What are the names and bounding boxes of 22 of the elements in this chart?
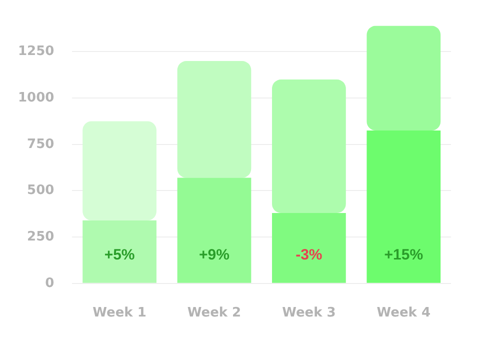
annotation: +5%: [104, 246, 135, 264]
annotation: +15%: [384, 246, 424, 264]
y-tick-label: 750: [27, 136, 54, 152]
x-tick-label: Week 4: [376, 306, 431, 321]
x-tick-label: Week 2: [187, 306, 242, 321]
bar: [272, 212, 346, 283]
y-tick-label: 250: [27, 229, 54, 244]
bar: [366, 130, 441, 283]
annotation: +9%: [199, 246, 230, 264]
y-tick-label: 0: [45, 276, 54, 291]
y-tick-label: 1000: [18, 90, 54, 106]
y-tick-label: 1250: [18, 44, 54, 60]
x-tick-label: Week 3: [282, 306, 336, 321]
bar: [177, 61, 252, 178]
bar: [272, 80, 346, 213]
bar: [82, 220, 156, 283]
bar: [366, 26, 441, 131]
annotation: -3%: [296, 246, 322, 264]
x-tick-label: Week 1: [92, 306, 146, 321]
bar: [82, 121, 156, 220]
y-tick-label: 500: [27, 183, 54, 198]
bar: [177, 178, 252, 283]
